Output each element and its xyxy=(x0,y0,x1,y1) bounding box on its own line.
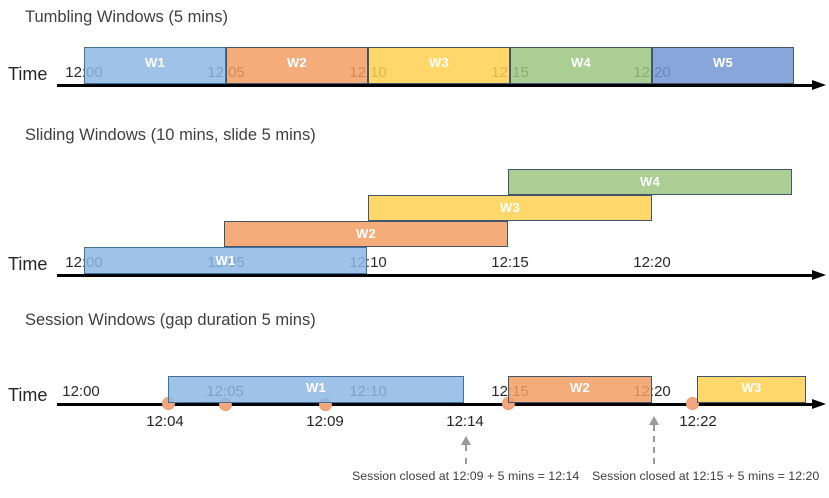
window-label: W3 xyxy=(428,55,450,70)
window-bar xyxy=(168,376,464,403)
time-axis-label: Time xyxy=(8,254,48,274)
tick-label: 12:20 xyxy=(633,254,671,271)
window-bar xyxy=(508,169,792,195)
window-label: W4 xyxy=(639,174,661,189)
window-label: W3 xyxy=(499,200,521,215)
session-close-annotation: Session closed at 12:09 + 5 mins = 12:14 xyxy=(352,469,580,483)
axis-arrowhead-icon xyxy=(812,80,826,90)
time-axis-line xyxy=(57,84,812,87)
window-bar xyxy=(226,47,368,84)
window-bar xyxy=(508,376,652,403)
window-bar xyxy=(368,195,652,221)
window-bar xyxy=(697,376,806,403)
window-bar xyxy=(224,221,508,247)
axis-arrowhead-icon xyxy=(812,270,826,280)
window-bar xyxy=(84,247,367,274)
event-time-label: 12:09 xyxy=(306,413,344,430)
tick-label: 12:15 xyxy=(491,254,529,271)
window-label: W3 xyxy=(741,380,762,395)
tick-label: 12:00 xyxy=(62,383,100,400)
window-bar xyxy=(510,47,652,84)
window-label: W2 xyxy=(355,226,377,241)
event-time-label: 12:14 xyxy=(446,413,484,430)
window-label: W1 xyxy=(215,253,236,268)
arrow-up-icon xyxy=(461,436,471,445)
window-label: W4 xyxy=(570,55,592,70)
time-axis-line xyxy=(57,403,812,406)
event-time-label: 12:04 xyxy=(146,413,184,430)
sliding-section-title: Sliding Windows (10 mins, slide 5 mins) xyxy=(25,126,316,144)
session-close-arrow xyxy=(649,416,659,464)
time-axis-line xyxy=(57,274,812,277)
time-axis-label: Time xyxy=(8,64,48,84)
window-label: W5 xyxy=(712,55,734,70)
window-label: W2 xyxy=(569,380,591,395)
time-axis-label: Time xyxy=(8,385,48,405)
event-time-label: 12:22 xyxy=(679,413,717,430)
session-close-annotation: Session closed at 12:15 + 5 mins = 12:20 xyxy=(592,469,820,483)
window-bar xyxy=(84,47,226,84)
session-section-title: Session Windows (gap duration 5 mins) xyxy=(25,311,316,329)
session-close-arrow xyxy=(461,436,471,464)
window-bar xyxy=(652,47,794,84)
window-label: W1 xyxy=(144,55,166,70)
window-label: W2 xyxy=(286,55,308,70)
tumbling-section-title: Tumbling Windows (5 mins) xyxy=(25,8,228,26)
window-bar xyxy=(368,47,510,84)
event-dot xyxy=(685,396,699,410)
arrow-up-icon xyxy=(649,416,659,425)
axis-arrowhead-icon xyxy=(812,399,826,409)
window-label: W1 xyxy=(305,380,327,395)
